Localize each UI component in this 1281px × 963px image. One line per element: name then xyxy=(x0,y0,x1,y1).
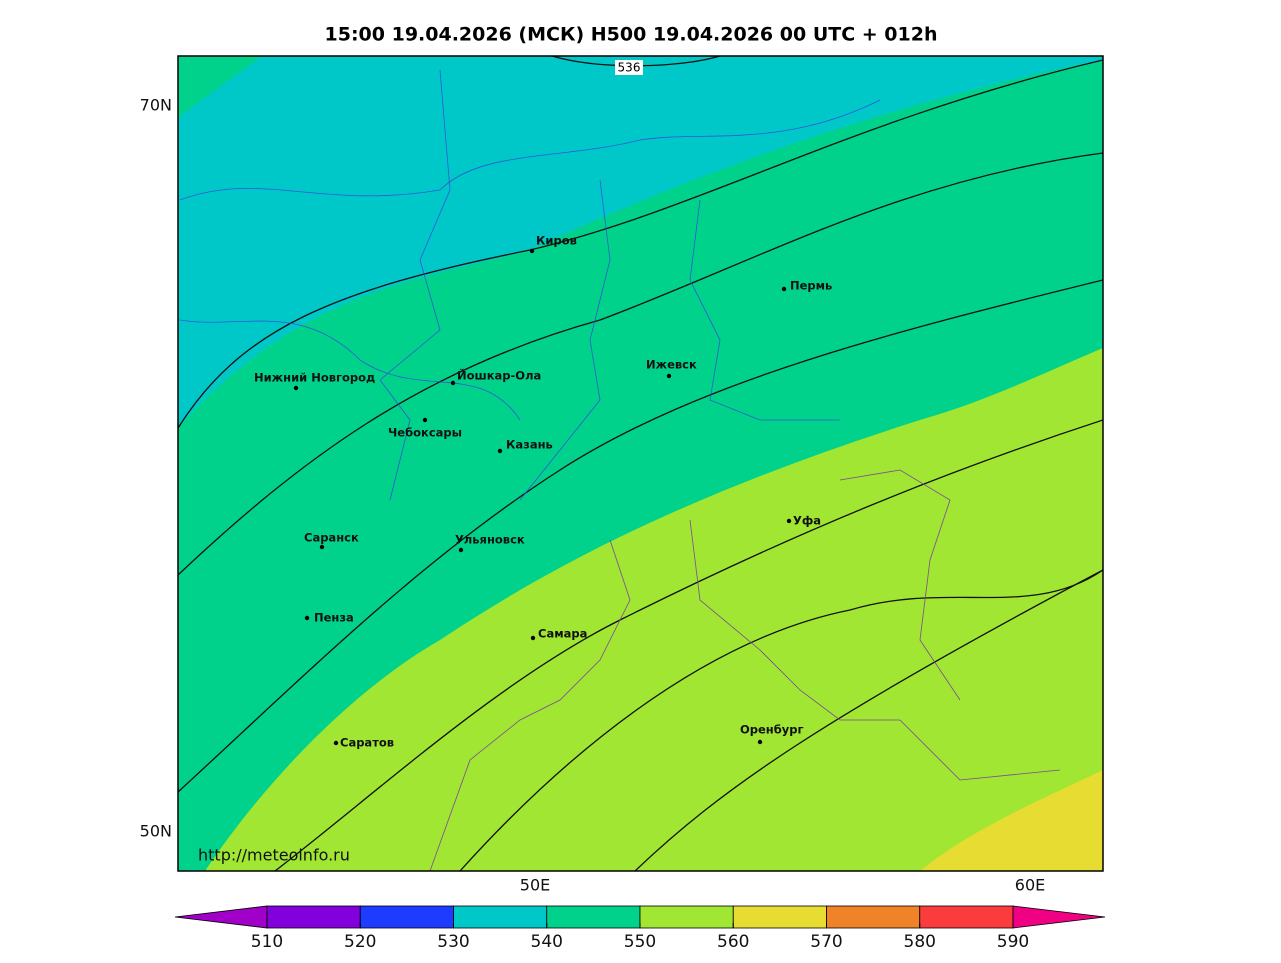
colorbar-tick-label: 550 xyxy=(624,932,656,952)
borders xyxy=(179,69,881,501)
colorbar-segment xyxy=(453,905,548,929)
city-dot xyxy=(319,544,325,550)
lat-label: 50N xyxy=(140,822,172,841)
title: 15:00 19.04.2026 (МСК) H500 19.04.2026 0… xyxy=(325,24,938,46)
city-dot xyxy=(530,635,536,641)
colorbar-tick-label: 560 xyxy=(717,932,749,952)
colorbar-tick-label: 520 xyxy=(344,932,376,952)
colorbar-segment xyxy=(546,905,641,929)
colorbar: 510 520 530 540 550 560 570 580 590 xyxy=(174,905,1106,952)
city-label: Саратов xyxy=(340,736,394,750)
colorbar-tick-label: 540 xyxy=(531,932,563,952)
city-label: Пермь xyxy=(790,279,832,293)
city-label: Чебоксары xyxy=(388,426,462,440)
city-dot xyxy=(293,385,299,391)
colorbar-tick-label: 510 xyxy=(251,932,283,952)
city-dot xyxy=(450,380,456,386)
colorbar-tick-label: 570 xyxy=(810,932,842,952)
city-label: Оренбург xyxy=(740,723,804,737)
colorbar-tick-label: 590 xyxy=(997,932,1029,952)
city-label: Йошкар-Ола xyxy=(457,368,541,383)
city-dot xyxy=(422,417,428,423)
colorbar-tick-label: 530 xyxy=(437,932,469,952)
city-label: Самара xyxy=(538,627,587,641)
lat-label: 70N xyxy=(140,96,172,115)
city-label: Ульяновск xyxy=(455,533,525,547)
colorbar-segment xyxy=(919,905,1014,929)
colorbar-segment xyxy=(639,905,734,929)
city-dot xyxy=(781,286,787,292)
colorbar-segment xyxy=(266,905,361,929)
borders-south xyxy=(429,469,1061,871)
city-dot xyxy=(304,615,310,621)
city-label: Казань xyxy=(506,438,553,452)
band-corner xyxy=(178,56,262,118)
colorbar-segment xyxy=(732,905,827,929)
band-550 xyxy=(205,348,1103,871)
contour-label: 536 xyxy=(618,61,641,75)
city-dot xyxy=(497,448,503,454)
band-560 xyxy=(920,770,1103,871)
map-frame xyxy=(177,55,1104,872)
city-dot xyxy=(786,518,792,524)
colorbar-segment xyxy=(359,905,454,929)
band-530 xyxy=(178,56,1103,428)
watermark: http://meteoinfo.ru xyxy=(198,846,350,865)
lon-label: 50E xyxy=(520,876,550,895)
city-label: Нижний Новгород xyxy=(254,371,375,385)
colorbar-end xyxy=(174,905,268,929)
colorbar-tick-label: 580 xyxy=(904,932,936,952)
cities: Киров Пермь Нижний Новгород Йошкар-Ола Ижевс… xyxy=(254,234,832,750)
city-dot xyxy=(757,739,763,745)
city-dot xyxy=(529,248,535,254)
colorbar-segment xyxy=(826,905,921,929)
city-label: Ижевск xyxy=(646,358,697,372)
city-dot xyxy=(458,547,464,553)
city-label: Киров xyxy=(536,234,577,248)
map-area xyxy=(178,56,1103,871)
city-label: Саранск xyxy=(304,531,359,545)
colorbar-end xyxy=(1012,905,1106,929)
city-label: Пенза xyxy=(314,611,354,625)
city-dot xyxy=(666,373,672,379)
city-label: Уфа xyxy=(793,514,821,528)
contour-label-box xyxy=(615,60,643,75)
lon-label: 60E xyxy=(1015,876,1045,895)
city-dot xyxy=(333,740,339,746)
